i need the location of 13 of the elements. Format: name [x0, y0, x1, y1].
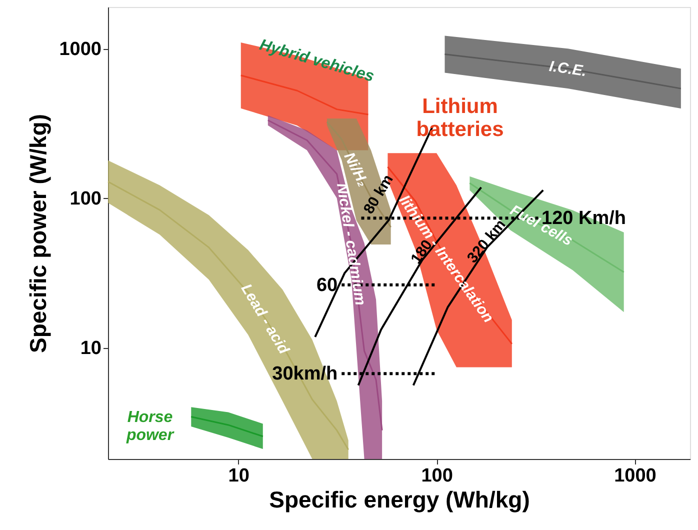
annotation: Hybrid vehicles	[258, 36, 376, 86]
x-tick-label: 1000	[614, 466, 656, 486]
x-tick-label: 10	[228, 466, 250, 486]
x-tick-label: 100	[421, 466, 453, 486]
y-tick-label: 10	[80, 338, 102, 360]
x-axis-title: Specific energy (Wh/kg)	[269, 486, 530, 512]
annotation: Horse power	[125, 409, 174, 444]
text: I.C.E.	[548, 58, 588, 80]
series-label: 60	[316, 274, 338, 296]
y-axis-title: Specific power (W/kg)	[25, 114, 52, 353]
y-tick-label: 1000	[59, 39, 102, 60]
y-tick-label: 100	[70, 188, 102, 210]
annotation: Lithium batteries	[416, 95, 504, 141]
